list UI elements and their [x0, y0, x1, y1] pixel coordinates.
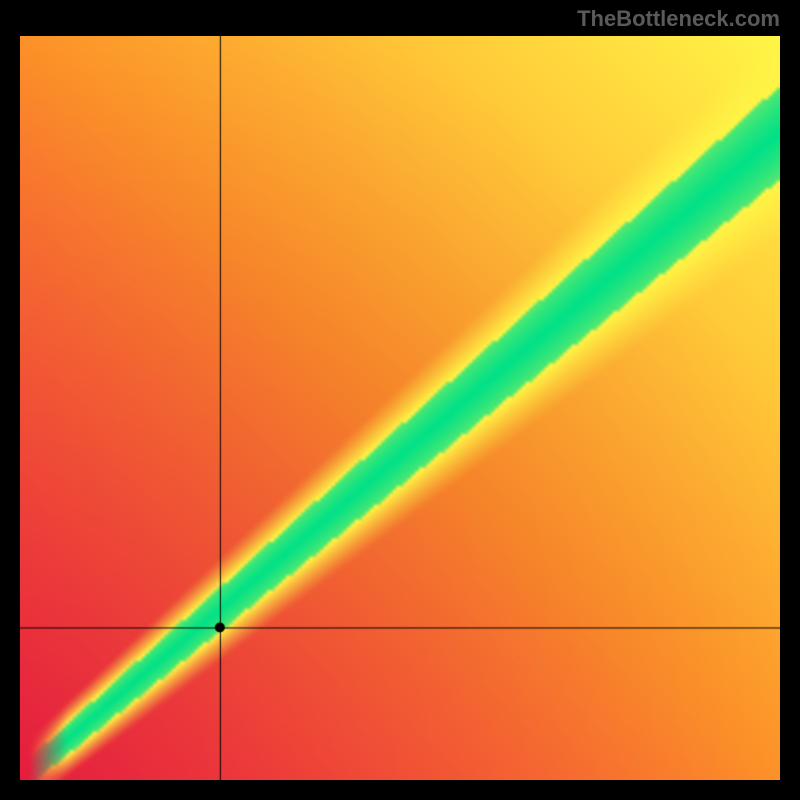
- heatmap-plot: [20, 36, 780, 780]
- watermark-text: TheBottleneck.com: [577, 6, 780, 32]
- chart-container: TheBottleneck.com: [0, 0, 800, 800]
- heatmap-canvas: [20, 36, 780, 780]
